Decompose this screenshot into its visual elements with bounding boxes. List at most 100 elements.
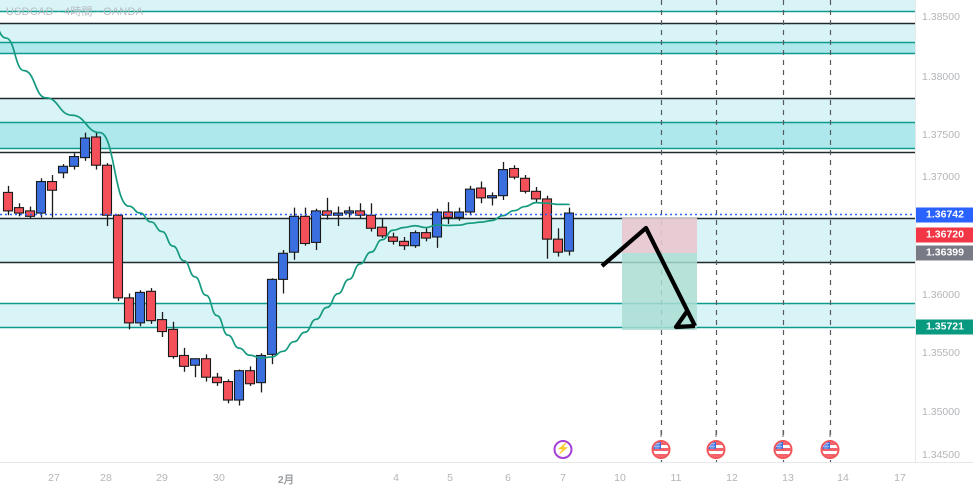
price-band <box>0 0 915 11</box>
candle-body <box>24 210 36 217</box>
candle <box>420 228 432 242</box>
projection-polyline[interactable] <box>600 225 697 327</box>
candle-body <box>244 370 256 385</box>
forecast-zone-target[interactable] <box>622 253 697 330</box>
candle-body <box>508 167 520 178</box>
candle <box>222 379 234 404</box>
candle-body <box>321 210 333 216</box>
candle-body <box>123 297 135 324</box>
price-band <box>0 122 915 148</box>
time-tick-label: 30 <box>213 472 225 484</box>
candle <box>145 288 157 324</box>
candle <box>464 185 476 216</box>
bid-price-badge[interactable]: 1.36720 <box>916 227 973 243</box>
price-tick-label: 1.35000 <box>922 406 960 418</box>
candle <box>310 208 322 251</box>
candle <box>519 175 531 194</box>
candle <box>343 206 355 218</box>
candle <box>101 163 113 227</box>
time-tick-label: 13 <box>782 472 794 484</box>
candle <box>134 290 146 327</box>
time-tick-label: 5 <box>447 472 453 484</box>
candle <box>167 321 179 359</box>
candle <box>178 347 190 372</box>
time-tick-label: 29 <box>156 472 168 484</box>
candle <box>90 132 102 170</box>
candle-body <box>68 155 80 167</box>
projection-arrowhead <box>673 308 696 330</box>
candle-body <box>211 376 223 384</box>
candle-body <box>299 215 311 245</box>
candle-body <box>376 226 388 237</box>
price-scale[interactable]: 1.385001.380001.375001.370001.365001.360… <box>915 0 973 462</box>
candle <box>376 218 388 239</box>
candle <box>288 207 300 260</box>
candlestick-series <box>2 132 575 406</box>
price-band <box>0 23 915 42</box>
candle-body <box>464 188 476 213</box>
candle-body <box>310 210 322 243</box>
candle <box>442 202 454 224</box>
price-tick-label: 1.36000 <box>922 289 960 301</box>
candle-body <box>255 354 267 384</box>
candle-body <box>46 180 58 191</box>
candle-body <box>189 358 201 366</box>
candle <box>211 372 223 386</box>
chart-plot-area[interactable] <box>0 0 915 462</box>
candle-body <box>222 381 234 401</box>
time-scale[interactable]: 27 28 29 30 2月 4 5 6 7 10 11 12 13 14 17 <box>0 462 973 497</box>
time-tick-label: 2月 <box>277 474 295 486</box>
candle-body <box>167 328 179 358</box>
candle-body <box>552 238 564 253</box>
last-price-badge[interactable]: 1.36742 <box>916 207 973 223</box>
candle <box>321 197 333 220</box>
time-tick-label: 6 <box>505 472 511 484</box>
level-price-badge[interactable]: 1.35721 <box>916 319 973 335</box>
candle-body <box>288 215 300 253</box>
candle <box>57 164 69 179</box>
candle <box>453 207 465 221</box>
candle <box>112 214 124 302</box>
time-tick-label: 12 <box>726 472 738 484</box>
candle-body <box>497 169 509 197</box>
candle <box>563 207 575 256</box>
candle <box>508 165 520 180</box>
candle <box>13 203 25 217</box>
candle-body <box>13 207 25 214</box>
candle-body <box>343 210 355 214</box>
countdown-price-badge[interactable]: 1.36399 <box>916 245 973 261</box>
price-tick-label: 1.37500 <box>922 129 960 141</box>
candle <box>398 236 410 251</box>
candle <box>486 192 498 206</box>
chart-legend[interactable]: USDCAD · 4時間 · OANDA <box>6 6 144 18</box>
candle-body <box>365 214 377 229</box>
ma-path <box>0 30 570 359</box>
candle-body <box>530 190 542 200</box>
candle <box>46 175 58 218</box>
candle-body <box>200 358 212 378</box>
candle <box>156 311 168 337</box>
candle-body <box>134 291 146 324</box>
price-tick-label: 1.37000 <box>922 171 960 183</box>
candle <box>387 232 399 245</box>
candle <box>354 203 366 219</box>
candle-body <box>420 232 432 239</box>
candle <box>244 366 256 386</box>
candle-body <box>57 165 69 174</box>
candle <box>299 207 311 246</box>
time-tick-label: 28 <box>100 472 112 484</box>
candle <box>79 132 91 161</box>
candle-body <box>178 354 190 367</box>
candle <box>24 206 36 219</box>
time-tick-label: 27 <box>48 472 60 484</box>
time-tick-label: 14 <box>837 472 849 484</box>
moving-average-line <box>0 30 570 359</box>
candle-body <box>90 136 102 166</box>
candle-body <box>398 240 410 247</box>
forecast-zone-stop[interactable] <box>622 218 697 253</box>
candle <box>2 185 14 216</box>
candle <box>365 203 377 232</box>
candle <box>266 278 278 365</box>
candle <box>530 186 542 203</box>
